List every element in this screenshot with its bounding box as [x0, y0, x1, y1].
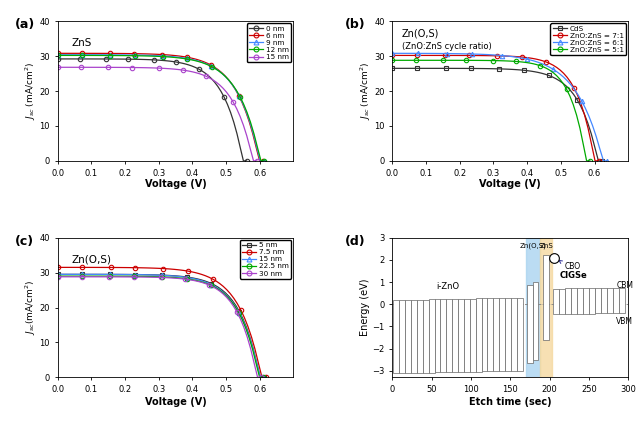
Y-axis label: $J_{sc}$ (mA/cm$^2$): $J_{sc}$ (mA/cm$^2$) [24, 62, 38, 120]
Bar [559, 289, 565, 314]
Bar [411, 300, 417, 373]
Bar [607, 288, 613, 313]
Bar [423, 300, 429, 373]
Text: (a): (a) [15, 18, 35, 31]
Legend: 5 nm, 7.5 nm, 15 nm, 22.5 nm, 30 nm: 5 nm, 7.5 nm, 15 nm, 22.5 nm, 30 nm [240, 240, 291, 279]
Text: VBM: VBM [617, 317, 633, 326]
Text: CBO: CBO [559, 260, 581, 271]
Bar [399, 300, 405, 373]
Y-axis label: Energy (eV): Energy (eV) [360, 279, 370, 336]
Bar [494, 298, 499, 371]
Bar [543, 255, 549, 340]
X-axis label: Voltage (V): Voltage (V) [479, 179, 541, 189]
Bar [435, 299, 440, 372]
Text: (ZnO:ZnS cycle ratio): (ZnO:ZnS cycle ratio) [402, 42, 492, 51]
Bar [553, 289, 559, 314]
Text: ZnS: ZnS [539, 243, 553, 248]
Bar [619, 287, 625, 313]
Bar [481, 298, 487, 371]
Bar [452, 299, 458, 372]
Bar [511, 298, 517, 371]
Text: CIGSe: CIGSe [560, 271, 587, 279]
X-axis label: Etch time (sec): Etch time (sec) [469, 397, 552, 407]
X-axis label: Voltage (V): Voltage (V) [145, 179, 206, 189]
Bar [589, 288, 595, 314]
Bar [487, 298, 494, 371]
Bar [577, 288, 583, 314]
Bar [540, 238, 552, 377]
Bar [464, 298, 470, 372]
Text: (d): (d) [345, 235, 366, 248]
Text: Zn(O,S): Zn(O,S) [72, 254, 112, 265]
Bar [446, 299, 452, 372]
Y-axis label: $J_{sc}$ (mA/cm$^2$): $J_{sc}$ (mA/cm$^2$) [358, 62, 373, 120]
Bar [499, 298, 505, 371]
Text: i-ZnO: i-ZnO [436, 282, 459, 291]
Bar [458, 299, 464, 372]
Bar [405, 300, 411, 373]
Bar [601, 288, 607, 313]
Bar [505, 298, 511, 371]
Bar [583, 288, 589, 314]
Legend: CdS, ZnO:ZnS = 7:1, ZnO:ZnS = 6:1, ZnO:ZnS = 5:1: CdS, ZnO:ZnS = 7:1, ZnO:ZnS = 6:1, ZnO:Z… [551, 23, 626, 55]
Y-axis label: $J_{sc}$(mA/cm$^2$): $J_{sc}$(mA/cm$^2$) [24, 280, 38, 335]
Text: Zn(O,S): Zn(O,S) [520, 243, 547, 249]
X-axis label: Voltage (V): Voltage (V) [145, 397, 206, 407]
Legend: 0 nm, 6 nm, 9 nm, 12 nm, 15 nm: 0 nm, 6 nm, 9 nm, 12 nm, 15 nm [247, 23, 291, 62]
Bar [571, 288, 577, 314]
Bar [565, 288, 571, 314]
Bar [613, 287, 619, 313]
Bar [417, 300, 423, 373]
Bar [533, 282, 538, 360]
Bar [440, 299, 446, 372]
Text: (c): (c) [15, 235, 35, 248]
Bar [595, 288, 601, 313]
Text: (b): (b) [345, 18, 366, 31]
Text: ZnS: ZnS [72, 38, 92, 48]
Bar [429, 299, 435, 373]
Bar [476, 298, 481, 371]
Bar [394, 300, 399, 374]
Text: Zn(O,S): Zn(O,S) [402, 28, 439, 38]
Bar [470, 298, 476, 372]
Bar [517, 298, 522, 371]
Text: CBM: CBM [617, 281, 633, 290]
Bar [527, 285, 533, 363]
Bar [526, 238, 540, 377]
